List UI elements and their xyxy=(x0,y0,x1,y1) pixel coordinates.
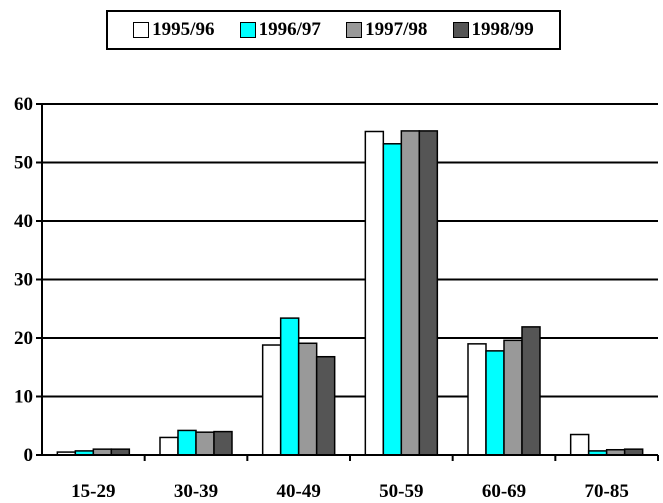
y-tick-label-20: 20 xyxy=(14,328,33,349)
y-tick-label-0: 0 xyxy=(24,445,34,466)
y-tick-label-30: 30 xyxy=(14,270,33,291)
bar-40-49-1995-96 xyxy=(261,344,282,456)
y-tick-label-40: 40 xyxy=(14,211,33,232)
bars xyxy=(56,130,644,456)
x-tick-label-40-49: 40-49 xyxy=(277,481,321,502)
bar-50-59-1998-99 xyxy=(418,130,439,456)
bar-50-59-1995-96 xyxy=(364,130,385,456)
legend-item-1998-99: 1998/99 xyxy=(452,19,534,41)
legend-item-1997-98: 1997/98 xyxy=(346,19,427,41)
bar-30-39-1997-98 xyxy=(195,431,215,456)
legend-label-1998-99: 1998/99 xyxy=(471,19,534,40)
x-tick-label-60-69: 60-69 xyxy=(482,481,526,502)
legend-item-1995-96: 1995/96 xyxy=(133,19,214,41)
legend: 1995/96 1996/97 1997/98 1998/99 xyxy=(106,10,561,50)
gridlines xyxy=(36,103,658,456)
y-tick-label-50: 50 xyxy=(14,153,33,174)
bar-50-59-1996-97 xyxy=(382,143,403,456)
y-tick-label-10: 10 xyxy=(14,387,33,408)
bar-60-69-1998-99 xyxy=(521,326,541,456)
x-tick-labels: 15-29 30-39 40-49 50-59 60-69 70-85 xyxy=(71,481,629,502)
x-tick-label-30-39: 30-39 xyxy=(174,481,218,502)
legend-item-1996-97: 1996/97 xyxy=(239,19,321,41)
legend-swatch-1995-96 xyxy=(133,22,150,38)
bar-40-49-1998-99 xyxy=(315,355,336,456)
legend-swatch-1998-99 xyxy=(452,22,469,38)
x-tick-label-15-29: 15-29 xyxy=(71,481,115,502)
axes xyxy=(41,104,659,461)
bar-60-69-1995-96 xyxy=(467,343,487,456)
y-tick-labels: 0 10 20 30 40 50 60 xyxy=(14,94,33,466)
legend-label-1995-96: 1995/96 xyxy=(152,19,215,40)
legend-swatch-1996-97 xyxy=(239,22,256,38)
x-tick-label-70-85: 70-85 xyxy=(585,481,629,502)
bar-30-39-1995-96 xyxy=(159,436,179,456)
bar-30-39-1998-99 xyxy=(213,430,233,456)
bar-40-49-1997-98 xyxy=(297,342,318,456)
y-tick-label-60: 60 xyxy=(14,94,33,115)
bar-60-69-1997-98 xyxy=(503,339,523,456)
bar-50-59-1997-98 xyxy=(400,130,421,456)
bar-30-39-1996-97 xyxy=(177,429,197,456)
legend-swatch-1997-98 xyxy=(346,22,363,38)
x-tick-label-50-59: 50-59 xyxy=(379,481,423,502)
legend-label-1996-97: 1996/97 xyxy=(258,19,321,40)
bar-70-85-1995-96 xyxy=(569,433,590,456)
bar-40-49-1996-97 xyxy=(279,317,300,456)
bar-60-69-1996-97 xyxy=(485,350,505,456)
legend-label-1997-98: 1997/98 xyxy=(365,19,428,40)
